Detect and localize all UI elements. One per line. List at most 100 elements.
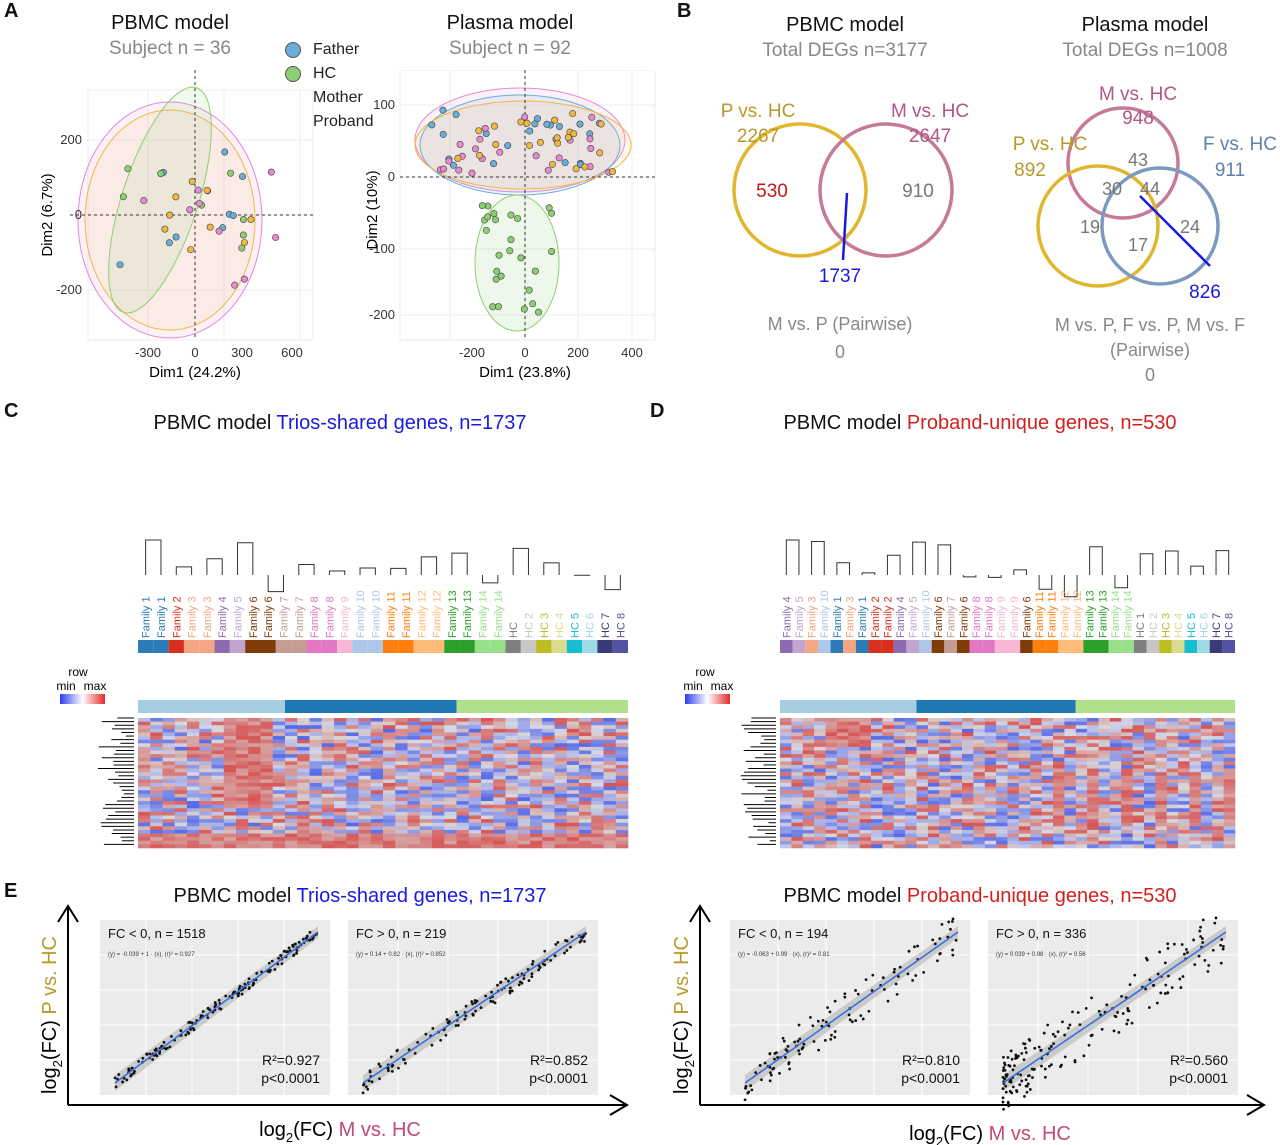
heatmap-cell (1223, 793, 1236, 798)
heatmap-cell (346, 764, 359, 769)
heatmap-cell (554, 786, 568, 791)
heatmap-cell (554, 743, 568, 748)
heatmap-cell (211, 826, 225, 831)
heatmap-cell (603, 826, 617, 831)
scatter-point (192, 1028, 196, 1032)
pca-point (221, 148, 229, 156)
heatmap-cell (566, 739, 580, 744)
heatmap-cell (859, 804, 872, 809)
scatter-point (854, 989, 857, 992)
heatmap-cell (603, 833, 617, 838)
title-highlight: Proband-unique genes, n=530 (906, 885, 1177, 907)
heatmap-cell (334, 815, 347, 820)
title-prefix: PBMC model (783, 885, 907, 907)
heatmap-cell (905, 743, 917, 748)
heatmap-cell (882, 754, 895, 759)
heatmap-cell (1121, 772, 1133, 777)
heatmap-cell (780, 837, 792, 842)
heatmap-cell (603, 736, 617, 740)
heatmap-cell (579, 783, 592, 787)
heatmap-cell (554, 822, 568, 827)
heatmap-cell (1109, 829, 1122, 834)
heatmap-cell (825, 718, 838, 722)
heatmap-cell (444, 790, 457, 795)
heatmap-cell (383, 725, 396, 730)
heatmap-cell (432, 761, 445, 766)
heatmap-cell (939, 725, 951, 730)
heatmap-cell (859, 718, 872, 722)
color-bar-cell (994, 640, 1008, 653)
heatmap-cell (996, 746, 1008, 751)
heatmap-cell (383, 732, 396, 737)
heatmap-cell (566, 721, 580, 726)
heatmap-cell (248, 826, 261, 831)
scatter-point (758, 1064, 762, 1067)
y-tick-label: 0 (388, 169, 395, 184)
heatmap-cell (871, 736, 883, 740)
heatmap-cell (1064, 804, 1077, 809)
heatmap-cell (615, 801, 629, 805)
heatmap-cell (285, 718, 298, 722)
column-label: Family 12 (1072, 590, 1084, 638)
scatter-point (788, 1067, 792, 1071)
scatter-point (1007, 1104, 1011, 1108)
heatmap-cell (554, 768, 568, 773)
column-label: Family 6 (263, 596, 275, 638)
scatter-point (954, 938, 958, 942)
heatmap-cell (150, 801, 163, 805)
heatmap-cell (566, 775, 580, 780)
heatmap-cell (285, 790, 298, 795)
heatmap-cell (825, 732, 838, 737)
heatmap-cell (174, 721, 188, 726)
heatmap-cell (199, 837, 212, 842)
heatmap-cell (162, 721, 176, 726)
heatmap-cell (591, 837, 604, 842)
heatmap-cell (615, 829, 629, 834)
heatmap-cell (542, 750, 555, 755)
heatmap-cell (1121, 811, 1133, 816)
pca-point (555, 154, 563, 162)
heatmap-cell (882, 793, 895, 798)
heatmap-cell (950, 811, 963, 816)
scatter-point (444, 1033, 448, 1037)
pca-point (428, 121, 436, 129)
heatmap-cell (187, 718, 200, 722)
scatter-point (1017, 1054, 1020, 1058)
heatmap-cell (419, 728, 433, 733)
heatmap-cell (973, 844, 986, 849)
heatmap-cell (444, 844, 457, 849)
heatmap-cell (1121, 826, 1133, 831)
heatmap-cell (1132, 811, 1145, 816)
heatmap-cell (1223, 746, 1236, 751)
heatmap-cell (542, 746, 555, 751)
heatmap-cell (358, 732, 372, 737)
heatmap-cell (591, 844, 604, 849)
heatmap-cell (984, 739, 997, 744)
heatmap-cell (1007, 801, 1020, 805)
heatmap-cell (150, 804, 163, 809)
heatmap-cell (836, 754, 849, 759)
heatmap-cell (893, 804, 906, 809)
heatmap-cell (236, 750, 249, 755)
heatmap-cell (893, 761, 906, 766)
heatmap-cell (530, 793, 543, 798)
column-label: Family 8 (324, 596, 336, 638)
heatmap-cell (1223, 815, 1236, 820)
color-bar-cell (490, 640, 506, 653)
heatmap-cell (939, 790, 951, 795)
heatmap-cell (260, 754, 274, 759)
heatmap-cell (927, 761, 940, 766)
heatmap-cell (825, 826, 838, 831)
heatmap-cell (591, 728, 604, 733)
heatmap-cell (962, 764, 974, 769)
heatmap-cell (1223, 775, 1236, 780)
heatmap-cell (272, 736, 286, 740)
heatmap-cell (1200, 779, 1213, 784)
heatmap-cell (346, 718, 359, 722)
heatmap-cell (530, 826, 543, 831)
heatmap-cell (1155, 754, 1168, 759)
heatmap-cell (780, 815, 792, 820)
heatmap-cell (996, 804, 1008, 809)
heatmap-cell (802, 808, 815, 813)
region-pm-count: 30 (1102, 179, 1122, 199)
